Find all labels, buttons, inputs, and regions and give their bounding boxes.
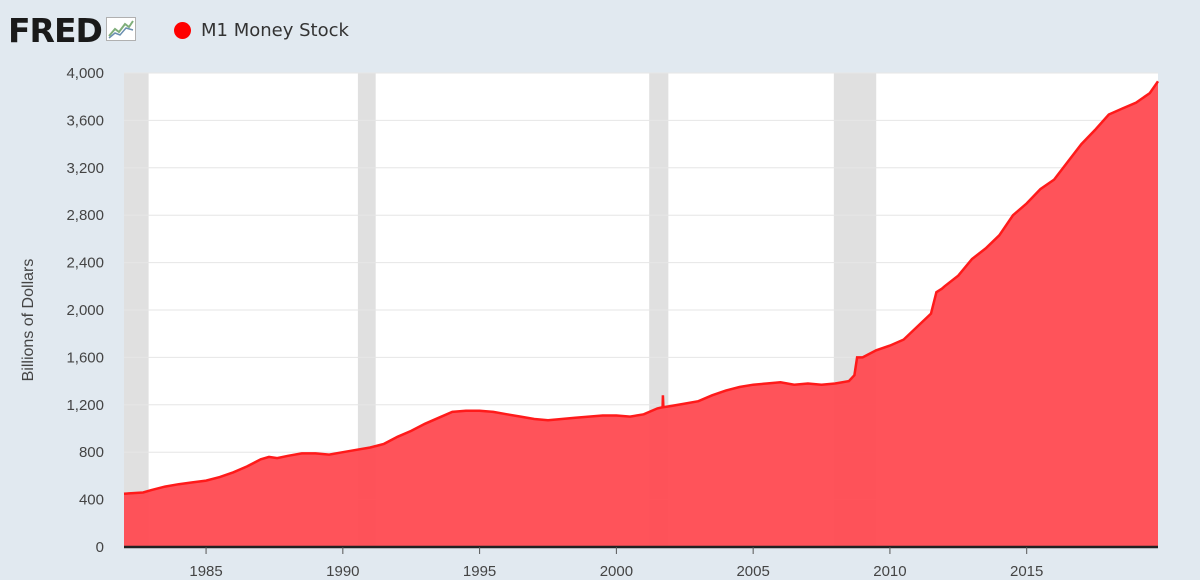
y-tick-label: 2,000 <box>66 302 104 319</box>
x-tick-label: 2015 <box>1010 563 1043 580</box>
series-area-m1 <box>124 81 1158 548</box>
y-tick-label: 4,000 <box>66 65 104 82</box>
series-legend-dot <box>174 21 191 39</box>
x-tick-label: 1990 <box>326 563 359 580</box>
y-tick-label: 400 <box>79 492 104 509</box>
fred-chart-icon <box>105 17 136 46</box>
logo-text: FRED <box>8 11 103 50</box>
y-axis-ticks: 0 400 800 1,200 1,600 2,000 2,400 2,800 3,200 3,6… <box>66 65 104 556</box>
y-tick-label: 3,200 <box>66 160 104 177</box>
x-tick-label: 2010 <box>873 563 906 580</box>
y-tick-label: 800 <box>79 444 104 461</box>
x-tick-label: 2000 <box>600 563 633 580</box>
y-tick-label: 1,200 <box>66 397 104 414</box>
x-axis-ticks: 1985 1990 1995 2000 2005 2010 2015 <box>189 547 1043 580</box>
y-tick-label: 1,600 <box>66 349 104 366</box>
x-tick-label: 1985 <box>189 563 222 580</box>
x-tick-label: 1995 <box>463 563 496 580</box>
y-tick-label: 2,400 <box>66 255 104 272</box>
series-line-m1 <box>123 80 1160 495</box>
x-tick-label: 2005 <box>736 563 769 580</box>
series-legend[interactable]: M1 Money Stock <box>174 19 349 41</box>
series-legend-label: M1 Money Stock <box>201 19 349 41</box>
y-tick-label: 2,800 <box>66 207 104 224</box>
y-tick-label: 3,600 <box>66 112 104 129</box>
y-tick-label: 0 <box>96 539 104 556</box>
fred-logo[interactable]: FRED <box>8 12 136 48</box>
chart-header: FRED M1 Money Stock <box>0 0 1200 62</box>
y-axis-label: Billions of Dollars <box>20 259 37 382</box>
